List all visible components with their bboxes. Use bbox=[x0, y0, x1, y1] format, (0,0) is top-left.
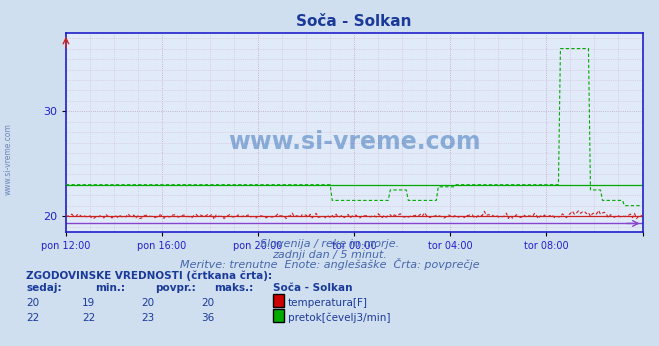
Text: Slovenija / reke in morje.: Slovenija / reke in morje. bbox=[260, 239, 399, 249]
Text: maks.:: maks.: bbox=[214, 283, 254, 293]
Text: povpr.:: povpr.: bbox=[155, 283, 196, 293]
Text: 22: 22 bbox=[26, 313, 40, 323]
Text: Meritve: trenutne  Enote: anglešaške  Črta: povprečje: Meritve: trenutne Enote: anglešaške Črta… bbox=[180, 258, 479, 270]
Text: www.si-vreme.com: www.si-vreme.com bbox=[228, 130, 480, 154]
Text: Soča - Solkan: Soča - Solkan bbox=[273, 283, 353, 293]
Text: temperatura[F]: temperatura[F] bbox=[288, 298, 368, 308]
Title: Soča - Solkan: Soča - Solkan bbox=[297, 14, 412, 29]
Text: 36: 36 bbox=[201, 313, 214, 323]
Text: sedaj:: sedaj: bbox=[26, 283, 62, 293]
Text: www.si-vreme.com: www.si-vreme.com bbox=[4, 123, 13, 195]
Text: min.:: min.: bbox=[96, 283, 126, 293]
Text: zadnji dan / 5 minut.: zadnji dan / 5 minut. bbox=[272, 250, 387, 260]
Text: 20: 20 bbox=[26, 298, 40, 308]
Text: 22: 22 bbox=[82, 313, 96, 323]
Text: 20: 20 bbox=[142, 298, 155, 308]
Text: ZGODOVINSKE VREDNOSTI (črtkana črta):: ZGODOVINSKE VREDNOSTI (črtkana črta): bbox=[26, 270, 272, 281]
Text: 19: 19 bbox=[82, 298, 96, 308]
Text: 20: 20 bbox=[201, 298, 214, 308]
Text: pretok[čevelj3/min]: pretok[čevelj3/min] bbox=[288, 312, 391, 323]
Text: 23: 23 bbox=[142, 313, 155, 323]
